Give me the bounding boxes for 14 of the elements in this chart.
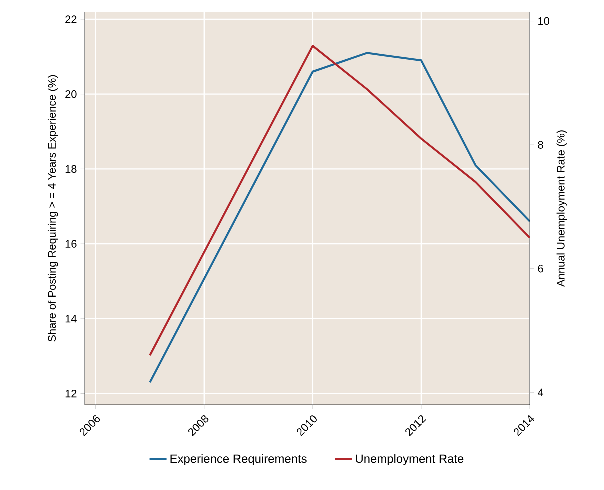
y2-tick-label: 6 xyxy=(538,264,544,273)
legend-label: Experience Requirements xyxy=(170,454,307,466)
y-tick-label: 14 xyxy=(66,315,77,323)
y2-tick-label: 10 xyxy=(538,17,550,26)
y-axis-title: Share of Posting Requiring > = 4 Years Experience (%) xyxy=(48,75,58,342)
y-tick-label: 20 xyxy=(66,90,77,98)
legend-label: Unemployment Rate xyxy=(356,454,464,466)
y-tick-label: 22 xyxy=(66,16,77,24)
y-tick-label: 18 xyxy=(66,165,77,174)
y-tick-label: 12 xyxy=(66,390,77,398)
y2-tick-label: 4 xyxy=(538,388,544,396)
y-tick-label: 16 xyxy=(66,240,77,248)
y2-axis-title: Annual Unemployment Rate (%) xyxy=(556,130,568,288)
y2-tick-label: 8 xyxy=(538,141,544,149)
